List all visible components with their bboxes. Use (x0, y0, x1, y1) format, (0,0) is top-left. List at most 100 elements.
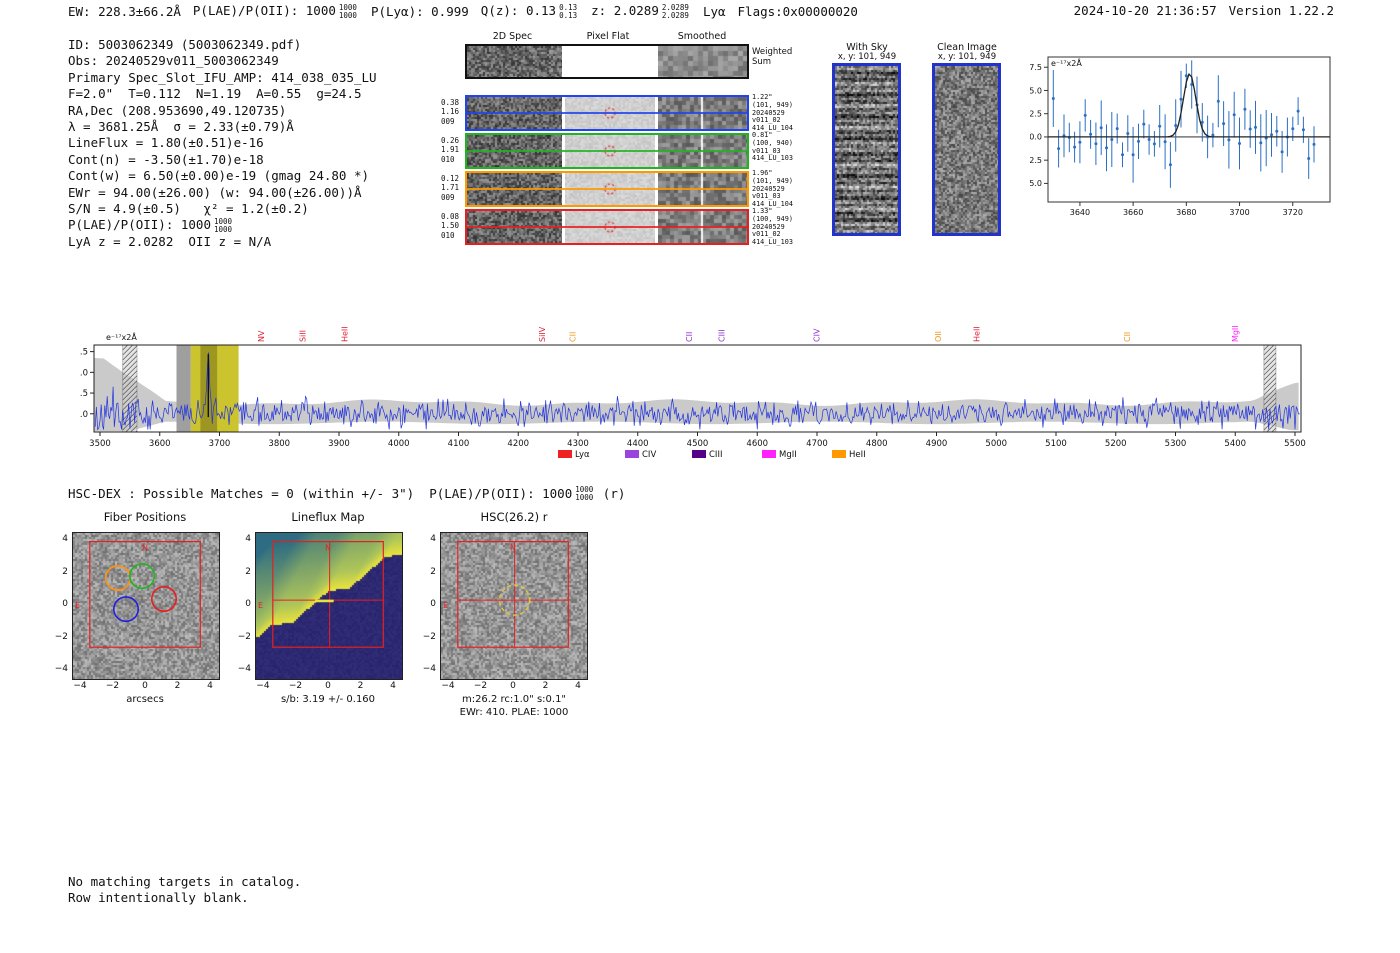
fiber-row-right-labels: 1.22" (101, 949) 20240529 v011_02 414_LU_104 (752, 93, 793, 133)
xtick-label: 3680 (1176, 208, 1196, 217)
line-label-SiIV: SiIV (538, 326, 547, 342)
xtick-label: 5400 (1224, 439, 1246, 449)
panel-xtick-label: 0 (325, 681, 331, 691)
info-cont-n: Cont(n) = -3.50(±1.70)e-18 (68, 151, 264, 167)
compass-north-label: N (510, 544, 516, 553)
hsc-plae-uncertainty: 1000 1000 (575, 485, 594, 502)
flags-value: Flags:0x00000020 (737, 3, 858, 19)
line-label-MgII: MgII (1231, 325, 1240, 342)
fiber-cutout-row (465, 133, 749, 169)
masked-band (176, 345, 191, 432)
xtick-label: 4000 (388, 439, 410, 449)
hsc-cutout-overlay: NE (443, 541, 569, 648)
ytick-label: −2.5 (1030, 156, 1042, 165)
fiber-positions-image (72, 532, 220, 680)
xtick-label: 3500 (89, 439, 111, 449)
ytick-label: 0.0 (1030, 133, 1042, 142)
target-info-block: ID: 5003062349 (5003062349.pdf) Obs: 202… (68, 37, 377, 250)
fiber-row-right-labels: 1.96" (101, 949) 20240529 v011_03 414_LU_104 (752, 169, 793, 209)
panel-ytick-label: −2 (54, 631, 68, 642)
withsky-title: With Sky (846, 42, 888, 53)
hsc-cutout-title: HSC(26.2) r (480, 510, 548, 524)
flux-units-annotation: e⁻¹⁷x2Å (1051, 57, 1082, 68)
xtick-label: 3600 (149, 439, 171, 449)
xtick-label: 4100 (448, 439, 470, 449)
qz-value: Q(z): 0.13 0.13 0.13 (480, 3, 578, 20)
xtick-label: 5300 (1165, 439, 1187, 449)
ew-value: EW: 228.3±66.2Å (68, 3, 181, 19)
fiber-row-left-labels: 0.08 1.50 010 (441, 212, 460, 240)
xtick-label: 5100 (1045, 439, 1067, 449)
line-classification: Lyα (702, 3, 726, 19)
clean-coords: x, y: 101, 949 (937, 52, 997, 62)
xtick-label: 4900 (926, 439, 948, 449)
ytick-label: 2.5 (1030, 109, 1042, 118)
legend-label-Lyα: Lyα (575, 450, 590, 460)
compass-north-label: N (142, 544, 148, 553)
panel-ytick-label: 2 (245, 566, 251, 577)
xtick-label: 3800 (268, 439, 290, 449)
xtick-label: 5000 (985, 439, 1007, 449)
lineflux-map-title: Lineflux Map (291, 510, 365, 524)
ytick-label: 7.5 (80, 348, 88, 358)
xtick-label: 4400 (627, 439, 649, 449)
hsc-caption-1: m:26.2 rc:1.0" s:0.1" (461, 694, 567, 705)
panel-xtick-label: 2 (174, 681, 181, 691)
panel-ytick-label: 0 (62, 599, 68, 609)
panel-xtick-label: −4 (441, 681, 455, 691)
info-cont-w: Cont(w) = 6.50(±0.00)e-19 (gmag 24.80 *) (68, 168, 370, 184)
full-spectrum-plot: 3500 3600 3700 3800 3900 4000 4100 4200 4300 4400… (80, 325, 1306, 460)
xtick-label: 4300 (567, 439, 589, 449)
sum-smoothed-image (658, 46, 747, 77)
info-redshifts: LyA z = 2.0282 OII z = N/A (68, 233, 272, 249)
panel-ytick-label: 0 (430, 599, 436, 609)
panel-xtick-label: 2 (357, 681, 364, 691)
xtick-label: 5200 (1105, 439, 1127, 449)
ytick-label: 2.5 (80, 389, 88, 399)
xtick-label: 3700 (1229, 208, 1249, 217)
z-uncertainty: 2.0289 2.0289 (661, 3, 689, 20)
info-aperture: F=2.0" T=0.112 N=1.19 A=0.55 g=24.5 (68, 86, 362, 102)
legend-label-CIII: CIII (709, 450, 722, 460)
plae-poii-value: P(LAE)/P(OII): 1000 1000 1000 (192, 3, 357, 20)
fiber-circle (129, 563, 156, 590)
hsc-caption-2: EWr: 410. PLAE: 1000 (459, 707, 569, 718)
fiber-cutout-row (465, 209, 749, 245)
error-band (94, 357, 1299, 432)
line-fit-plot: 7.5 5.0 2.5 0.0 −2.5 −5.0 3640 3660 3680 3700 3720… (1030, 56, 1331, 217)
fiber-row-right-labels: 1.33" (100, 949) 20240529 v011_02 414_LU_103 (752, 207, 793, 247)
fiber-row-left-labels: 0.38 1.16 009 (441, 98, 460, 126)
aperture-circle (498, 584, 531, 616)
info-ewr: EWr = 94.00(±26.00) (w: 94.00(±26.00))Å (68, 184, 362, 200)
timestamp-version: 2024-10-20 21:36:57 Version 1.22.2 (1074, 3, 1334, 18)
xtick-label: 3900 (328, 439, 350, 449)
withsky-image (832, 63, 901, 236)
compass-north-label: N (325, 544, 331, 553)
fiber-row-left-labels: 0.26 1.91 010 (441, 136, 460, 164)
lineflux-caption: s/b: 3.19 +/- 0.160 (280, 694, 376, 705)
panel-xtick-label: 2 (542, 681, 549, 691)
xtick-label: 5500 (1284, 439, 1306, 449)
ytick-label: 7.5 (1030, 63, 1042, 72)
panel-ytick-label: 2 (62, 566, 68, 577)
version: Version 1.22.2 (1228, 3, 1334, 18)
xtick-label: 3720 (1283, 208, 1303, 217)
weighted-sum-label: Weighted Sum (752, 47, 793, 67)
panel-xtick-label: 4 (575, 681, 581, 691)
extraction-box (89, 541, 201, 648)
xtick-label: 4200 (507, 439, 529, 449)
fiber-row-right-labels: 0.81" (100, 940) v011_03 414_LU_103 (752, 131, 793, 163)
panel-xtick-label: 4 (390, 681, 396, 691)
fiber-circle (151, 585, 178, 612)
flux-units-annotation: e⁻¹⁷x2Å (106, 331, 137, 342)
extraction-box (457, 541, 569, 648)
panel-xtick-label: −2 (105, 681, 120, 691)
line-label-CIV: CIV (813, 328, 822, 342)
panel-ytick-label: −4 (237, 664, 251, 674)
xtick-label: 3640 (1070, 208, 1090, 217)
legend-label-HeII: HeII (849, 450, 866, 460)
panel-ytick-label: −4 (54, 664, 68, 674)
fiber-positions-overlay: NE (75, 541, 201, 648)
weighted-sum-row (465, 44, 749, 79)
